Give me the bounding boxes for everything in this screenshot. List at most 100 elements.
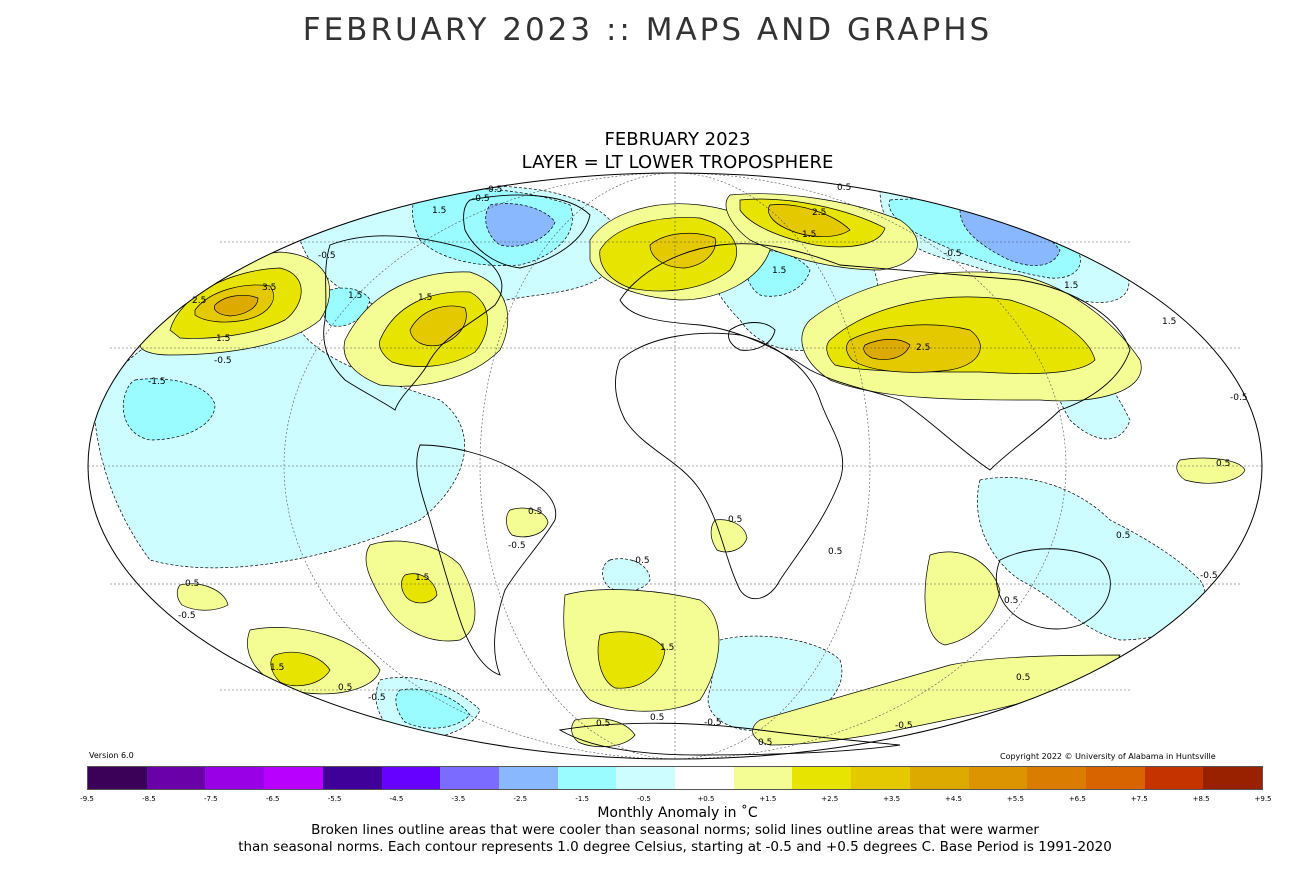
map-title-layer: LAYER = LT LOWER TROPOSPHERE [521,152,834,173]
contour-label: 1.5 [348,291,362,301]
contour-label: 0.5 [338,683,352,693]
colorbar-tick-label: +4.5 [945,795,963,803]
colorbar-tick-label: +7.5 [1130,795,1148,803]
colorbar-tick-label: -5.5 [327,795,342,803]
colorbar-swatch [968,767,1028,789]
copyright-label: Copyright 2022 © University of Alabama i… [1000,752,1216,761]
colorbar-tick-label: +3.5 [883,795,901,803]
colorbar-tick-label: -3.5 [451,795,466,803]
contour-label: 2.5 [812,208,826,218]
contour-label: 1.5 [1064,281,1078,291]
colorbar-swatch [322,767,382,789]
contour-label: 0.5 [828,547,842,557]
contour-label: -0.5 [318,251,336,261]
colorbar-swatch [909,767,969,789]
legend-title: Monthly Anomaly in ˚C [597,805,758,821]
contour-labels: 0.5 -0.5 0.5 1.5 -0.5 2.5 3.5 1.5 -0.5 -… [148,183,1248,748]
colorbar-swatch [1085,767,1145,789]
contour-label: -0.5 [214,356,232,366]
contour-label: 0.5 [1216,459,1230,469]
colorbar-swatch [792,767,852,789]
contour-label: 1.5 [1162,317,1176,327]
contour-label: 3.5 [262,283,276,293]
colorbar-tick-label: -1.5 [575,795,589,803]
contour-label: -0.5 [472,194,490,204]
colorbar-swatch [675,767,734,789]
very-cold-anomaly-regions [485,203,1061,266]
coastlines [323,194,1131,756]
colorbar-tick-label: +8.5 [1192,795,1210,803]
colorbar-swatch [146,767,206,789]
contour-label: -0.5 [944,249,962,259]
colorbar-swatch [851,767,910,789]
map-title: FEBRUARY 2023 LAYER = LT LOWER TROPOSPHE… [0,128,1295,174]
colorbar-tick-label: -9.5 [80,795,94,803]
colorbar-tick-label: -2.5 [513,795,528,803]
caption: Broken lines outline areas that were coo… [0,822,1295,856]
contour-label: -1.5 [148,377,166,387]
contour-label: 0.5 [758,738,772,748]
caption-line-2: than seasonal norms. Each contour repres… [238,839,1112,855]
colorbar-tick-label: -7.5 [203,795,218,803]
contour-label: -0.5 [1230,393,1248,403]
colorbar-swatch [733,767,793,789]
colorbar-tick-label: +2.5 [821,795,839,803]
contour-label: -0.5 [368,693,386,703]
colorbar-tick-label: +6.5 [1068,795,1086,803]
contour-label: 0.5 [650,713,664,723]
contour-label: 0.5 [837,183,851,193]
contour-label: 1.5 [432,206,446,216]
colorbar-swatch [1027,767,1086,789]
contour-label: 1.5 [802,230,816,240]
contour-label: 0.5 [528,507,542,517]
colorbar-swatch [381,767,441,789]
contour-label: 1.5 [415,573,429,583]
contour-label: 2.5 [192,296,206,306]
colorbar-swatch [205,767,265,789]
contour-label: -0.5 [895,721,913,731]
contour-label: -0.5 [508,541,526,551]
colorbar-swatch [1203,767,1263,789]
map-title-month: FEBRUARY 2023 [604,129,751,150]
colorbar-tick-label: +0.5 [697,795,715,803]
page-title: FEBRUARY 2023 :: MAPS AND GRAPHS [302,12,993,48]
contour-label: 0.5 [1004,596,1018,606]
colorbar-tick-label: -6.5 [265,795,280,803]
contour-label: 1.5 [270,663,284,673]
colorbar-ticks: -9.5 -8.5 -7.5 -6.5 -5.5 -4.5 -3.5 -2.5 -1.5 -0.5… [80,795,1271,805]
contour-label: -0.5 [1200,571,1218,581]
version-label: Version 6.0 [89,751,134,760]
contour-label: 0.5 [596,719,610,729]
colorbar-swatch [1144,767,1204,789]
colorbar-tick-label: +1.5 [759,795,777,803]
caption-line-1: Broken lines outline areas that were coo… [311,822,1039,838]
contour-label: 0.5 [1116,531,1130,541]
colorbar-swatch [264,767,323,789]
colorbar-swatch [440,767,499,789]
colorbar-swatch [88,767,147,789]
globe-outline [87,172,1263,760]
colorbar-tick-label: -4.5 [389,795,404,803]
contour-label: 0.5 [488,185,502,195]
contour-label: 1.5 [772,266,786,276]
extreme-hot-anomaly-regions [214,295,911,360]
colorbar-tick-label: -8.5 [142,795,156,803]
contour-label: 0.5 [728,515,742,525]
contour-label: 1.5 [216,334,230,344]
colorbar-tick-label: +9.5 [1254,795,1272,803]
colorbar [87,766,1263,790]
colorbar-swatch [557,767,617,789]
contour-label: 2.5 [916,343,930,353]
colorbar-swatch [616,767,676,789]
colorbar-swatch [498,767,558,789]
contour-label: 1.5 [418,293,432,303]
colorbar-tick-label: -0.5 [637,795,651,803]
contour-label: 1.5 [660,643,674,653]
contour-label: -0.5 [178,611,196,621]
contour-label: 0.5 [185,579,199,589]
contour-label: -0.5 [704,718,722,728]
contour-label: -0.5 [632,556,650,566]
contour-label: 0.5 [1016,673,1030,683]
colorbar-tick-label: +5.5 [1006,795,1024,803]
